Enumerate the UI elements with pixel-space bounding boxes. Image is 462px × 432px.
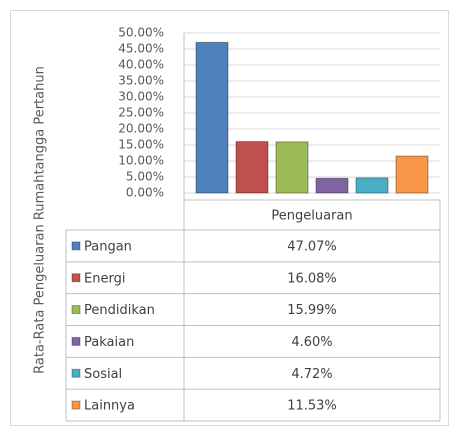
legend-label: Pangan — [84, 239, 132, 254]
legend-label: Pendidikan — [84, 303, 155, 318]
y-tick-label: 15.00% — [118, 138, 164, 152]
data-label: 4.72% — [291, 367, 332, 382]
legend-label: Lainnya — [84, 399, 135, 414]
table-header: Pengeluaran — [271, 209, 352, 224]
y-tick-label: 35.00% — [118, 74, 164, 88]
bar — [235, 141, 269, 194]
chart-border — [10, 10, 449, 426]
bar — [275, 141, 309, 194]
y-tick-label: 40.00% — [118, 58, 164, 72]
data-label: 47.07% — [287, 239, 337, 254]
y-tick-label: 25.00% — [118, 106, 164, 120]
legend-label: Pakaian — [84, 335, 134, 350]
legend-key — [71, 273, 81, 283]
legend-key — [71, 368, 81, 378]
legend-key — [71, 241, 81, 251]
legend-label: Sosial — [84, 367, 122, 382]
data-label: 15.99% — [287, 303, 337, 318]
data-label: 16.08% — [287, 271, 337, 286]
data-label: 4.60% — [291, 335, 332, 350]
legend-label: Energi — [84, 271, 125, 286]
bar — [395, 155, 429, 194]
y-tick-label: 30.00% — [118, 90, 164, 104]
data-label: 11.53% — [287, 399, 337, 414]
y-tick-label: 20.00% — [118, 122, 164, 136]
bar — [355, 177, 389, 194]
y-tick-label: 10.00% — [118, 154, 164, 168]
y-tick-label: 5.00% — [126, 170, 164, 184]
bar — [195, 41, 229, 194]
bar — [315, 177, 349, 194]
y-tick-label: 45.00% — [118, 42, 164, 56]
y-tick-label: 50.00% — [118, 26, 164, 40]
y-tick-label: 0.00% — [126, 186, 164, 200]
y-axis-label: Rata-Rata Pengeluaran Rumahtangga Pertah… — [32, 66, 48, 374]
legend-key — [71, 400, 81, 410]
legend-key — [71, 305, 81, 315]
legend-key — [71, 336, 81, 346]
